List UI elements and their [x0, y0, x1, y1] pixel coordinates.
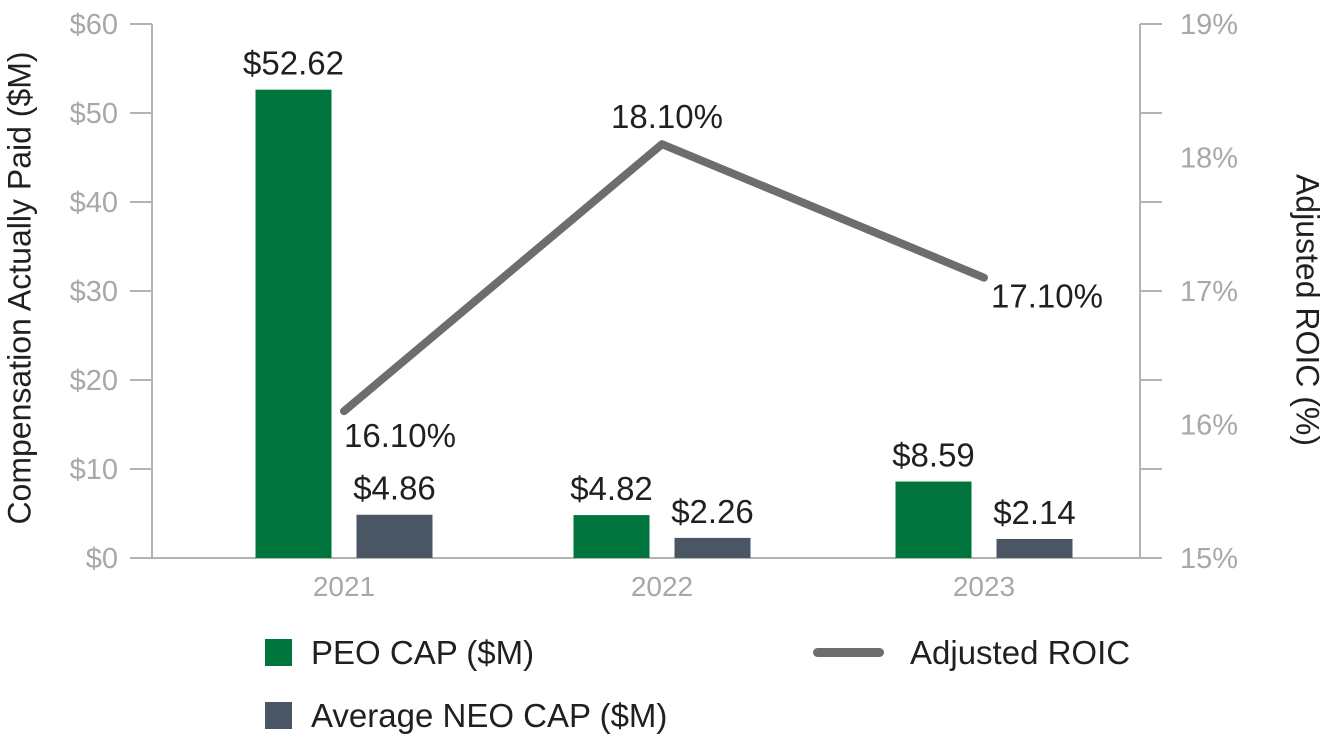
adjusted-roic-legend-label: Adjusted ROIC [910, 633, 1131, 671]
peo-cap-legend-swatch [265, 638, 292, 666]
adjusted-roic-line [340, 140, 988, 416]
bar-peo-2021 [255, 89, 332, 558]
left-axis-tick-label: $60 [70, 9, 118, 41]
bar-label-peo-2023: $8.59 [892, 437, 975, 474]
right-axis-tick-label: 19% [1180, 9, 1238, 41]
legend-item-neo-cap: Average NEO CAP ($M) [265, 696, 668, 734]
right-axis-tick-label: 17% [1180, 276, 1238, 308]
left-axis-tick-label: $40 [70, 187, 118, 219]
peo-cap-legend-label: PEO CAP ($M) [311, 633, 535, 671]
bar-label-neo-2023: $2.14 [993, 494, 1076, 531]
adjusted-roic-legend-swatch [813, 647, 884, 657]
bar-label-neo-2022: $2.26 [671, 493, 754, 530]
bar-label-peo-2021: $52.62 [243, 45, 344, 82]
right-axis-tick-label: 15% [1180, 543, 1238, 575]
legend-item-peo-cap: PEO CAP ($M) [265, 633, 535, 671]
neo-cap-legend-swatch [265, 701, 292, 729]
legend-item-adjusted-roic: Adjusted ROIC [813, 633, 1131, 671]
left-axis-tick-label: $50 [70, 98, 118, 130]
left-axis-tick-label: $0 [86, 543, 118, 575]
roic-point-label-2023: 17.10% [991, 278, 1103, 315]
right-axis-tick-label: 18% [1180, 143, 1238, 175]
roic-point-label-2021: 16.10% [344, 417, 456, 454]
left-axis-tick-label: $10 [70, 454, 118, 486]
right-axis-title: Adjusted ROIC (%) [1289, 173, 1326, 447]
left-axis-title: Compensation Actually Paid ($M) [1, 51, 38, 525]
bar-neo-2023 [996, 538, 1073, 558]
year-label-2022: 2022 [631, 571, 693, 602]
bar-neo-2022 [674, 537, 751, 558]
left-axis-tick-label: $30 [70, 276, 118, 308]
left-axis-tick-label: $20 [70, 365, 118, 397]
year-label-2023: 2023 [953, 571, 1015, 602]
roic-point-label-2022: 18.10% [611, 98, 723, 135]
bar-neo-2021 [356, 514, 433, 558]
year-label-2021: 2021 [313, 571, 375, 602]
bar-label-peo-2022: $4.82 [570, 470, 653, 507]
bar-label-neo-2021: $4.86 [353, 470, 436, 507]
bar-peo-2023 [895, 481, 972, 558]
bar-peo-2022 [573, 515, 650, 558]
right-axis-tick-label: 16% [1180, 410, 1238, 442]
neo-cap-legend-label: Average NEO CAP ($M) [311, 696, 668, 734]
